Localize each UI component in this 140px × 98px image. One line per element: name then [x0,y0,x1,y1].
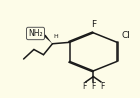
Text: F: F [101,82,105,91]
Polygon shape [43,35,52,44]
Text: Cl: Cl [121,31,130,40]
Text: H: H [53,34,58,39]
Text: F: F [91,20,96,29]
Text: F: F [91,82,95,91]
Text: NH₂: NH₂ [28,29,43,38]
Text: F: F [82,82,86,91]
